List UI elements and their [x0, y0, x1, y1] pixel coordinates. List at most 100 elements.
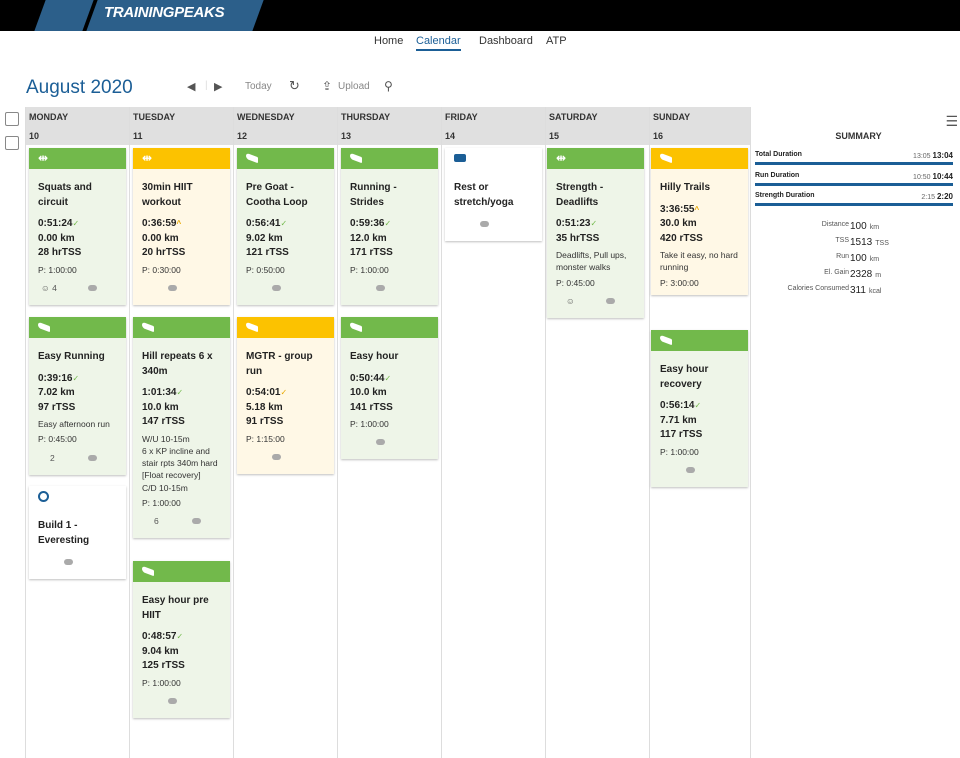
comment-icon[interactable] [376, 439, 385, 446]
card-header: ⇹ [547, 148, 644, 169]
workout-card[interactable]: ⇹ Squats and circuit 0:51:24✓ 0.00 km 28… [29, 148, 126, 305]
workout-tss: 20 hrTSS [142, 247, 186, 258]
workout-distance: 7.71 km [660, 414, 697, 426]
comment-icon[interactable] [272, 453, 281, 460]
metric-label: TSS [835, 237, 849, 244]
metric-unit: TSS [875, 240, 889, 247]
workout-duration: 3:36:55 [660, 203, 695, 215]
workout-tss: 97 rTSS [38, 401, 76, 413]
workout-description: Deadlifts, Pull ups, monster walks [556, 250, 627, 273]
today-button[interactable]: Today [245, 81, 272, 92]
workout-tss: 28 hrTSS [38, 247, 82, 258]
comment-icon[interactable] [606, 297, 615, 304]
day-number: 10 [29, 131, 40, 141]
library-icon[interactable] [5, 112, 19, 126]
card-header [133, 561, 230, 582]
notes-icon[interactable] [5, 136, 19, 150]
nav-atp[interactable]: ATP [546, 35, 567, 47]
workout-title: Running - Strides [350, 182, 397, 208]
upload-icon[interactable]: ⇪ [322, 79, 333, 93]
strength-icon: ⇹ [556, 151, 567, 165]
upload-button[interactable]: Upload [338, 81, 370, 92]
comment-icon[interactable] [168, 697, 177, 704]
workout-duration: 1:01:34 [142, 387, 177, 398]
run-icon [246, 152, 258, 164]
workout-distance: 7.02 km [38, 387, 75, 398]
refresh-icon[interactable]: ↻ [289, 78, 300, 93]
comment-icon[interactable] [88, 454, 97, 461]
workout-card[interactable]: Build 1 - Everesting [29, 486, 126, 579]
workout-card[interactable]: Easy hour recovery 0:56:14✓ 7.71 km 117 … [651, 330, 748, 487]
workout-card[interactable]: Pre Goat - Cootha Loop 0:56:41✓ 9.02 km … [237, 148, 334, 305]
comment-icon[interactable] [272, 284, 281, 291]
calendar-title: August 2020 [26, 77, 133, 99]
run-icon [246, 321, 258, 333]
summary-label: Strength Duration [755, 192, 815, 199]
card-header [341, 317, 438, 338]
workout-title: Easy hour recovery [660, 364, 709, 390]
workout-card[interactable]: Running - Strides 0:59:36✓ 12.0 km 171 r… [341, 148, 438, 305]
workout-planned: P: 1:00:00 [350, 264, 389, 275]
metric-value: 2328 [850, 269, 873, 280]
day-column-thursday: THURSDAY 13 [337, 107, 441, 758]
partial-check-icon: ^ [694, 204, 700, 214]
day-number: 12 [237, 131, 248, 141]
day-number: 11 [133, 131, 143, 141]
day-column-wednesday: WEDNESDAY 12 [233, 107, 337, 758]
workout-card[interactable]: ⇹ 30min HIIT workout 0:36:59^ 0.00 km 20… [133, 148, 230, 305]
day-number: 14 [445, 131, 456, 141]
search-icon[interactable]: ⚲ [384, 79, 393, 93]
workout-tss: 35 hrTSS [556, 232, 600, 244]
run-icon [660, 152, 672, 164]
run-icon [660, 334, 672, 346]
workout-card[interactable]: Easy hour pre HIIT 0:48:57✓ 9.04 km 125 … [133, 561, 230, 718]
run-icon [142, 565, 154, 577]
day-number: 16 [653, 131, 664, 141]
workout-tss: 121 rTSS [246, 247, 289, 258]
day-column-saturday: SATURDAY 15 [545, 107, 649, 758]
summary-progress-bar [755, 203, 953, 206]
comment-icon[interactable] [192, 518, 201, 525]
next-arrow-icon[interactable]: ▶ [214, 81, 223, 93]
workout-card[interactable]: MGTR - group run 0:54:01✓ 5.18 km 91 rTS… [237, 317, 334, 474]
workout-planned: P: 1:00:00 [38, 264, 77, 275]
comment-icon[interactable] [376, 284, 385, 291]
menu-icon[interactable]: ☰ [945, 113, 958, 129]
workout-card[interactable]: Rest or stretch/yoga [445, 148, 542, 241]
day-number: 15 [549, 131, 560, 141]
comment-icon[interactable] [88, 284, 97, 291]
comment-icon[interactable] [168, 284, 177, 291]
workout-card[interactable]: ⇹ Strength - Deadlifts 0:51:23✓ 35 hrTSS… [547, 148, 644, 318]
nav-dashboard[interactable]: Dashboard [479, 35, 533, 47]
nav-home[interactable]: Home [374, 35, 404, 47]
comment-icon[interactable] [480, 221, 489, 227]
run-icon [142, 321, 154, 333]
summary-label: Total Duration [755, 151, 802, 158]
completed-check-icon: ✓ [280, 219, 288, 228]
workout-card[interactable]: Easy Running 0:39:16✓ 7.02 km 97 rTSS Ea… [29, 317, 126, 475]
comment-icon[interactable] [686, 466, 695, 473]
completed-check-icon: ✓ [72, 219, 80, 228]
workout-title: Easy Running [38, 351, 105, 362]
day-column-monday: MONDAY 10 [25, 107, 129, 758]
workout-distance: 0.00 km [38, 232, 75, 244]
summary-row-run-duration: Run Duration 10:50 10:44 [755, 172, 953, 186]
prev-arrow-icon[interactable]: ◀ [187, 81, 196, 93]
workout-description: W/U 10-15m 6 x KP incline and stair rpts… [142, 433, 218, 493]
card-header: ⇹ [133, 148, 230, 169]
strength-icon: ⇹ [38, 151, 49, 165]
metric-label: Run [836, 253, 849, 260]
smiley-icon: ☺ [41, 282, 50, 293]
metric-value: 311 [850, 285, 866, 296]
day-name: WEDNESDAY [237, 112, 295, 122]
nav-calendar[interactable]: Calendar [416, 35, 461, 51]
workout-title: Squats and circuit [38, 182, 92, 208]
workout-duration: 0:56:41 [246, 218, 281, 229]
workout-card[interactable]: Hill repeats 6 x 340m 1:01:34✓ 10.0 km 1… [133, 317, 230, 539]
side-toolbar [5, 112, 19, 160]
workout-card[interactable]: Hilly Trails 3:36:55^ 30.0 km 420 rTSS T… [651, 148, 748, 295]
comment-icon[interactable] [64, 559, 73, 565]
trainingpeaks-logo[interactable]: TRAININGPEAKS [104, 4, 225, 21]
run-icon [38, 321, 50, 333]
workout-card[interactable]: Easy hour 0:50:44✓ 10.0 km 141 rTSS P: 1… [341, 317, 438, 460]
